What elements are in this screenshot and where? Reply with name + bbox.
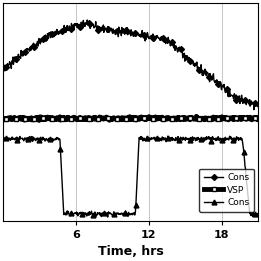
- Legend: Cons, VSP, Cons: Cons, VSP, Cons: [199, 169, 254, 212]
- X-axis label: Time, hrs: Time, hrs: [98, 245, 163, 258]
